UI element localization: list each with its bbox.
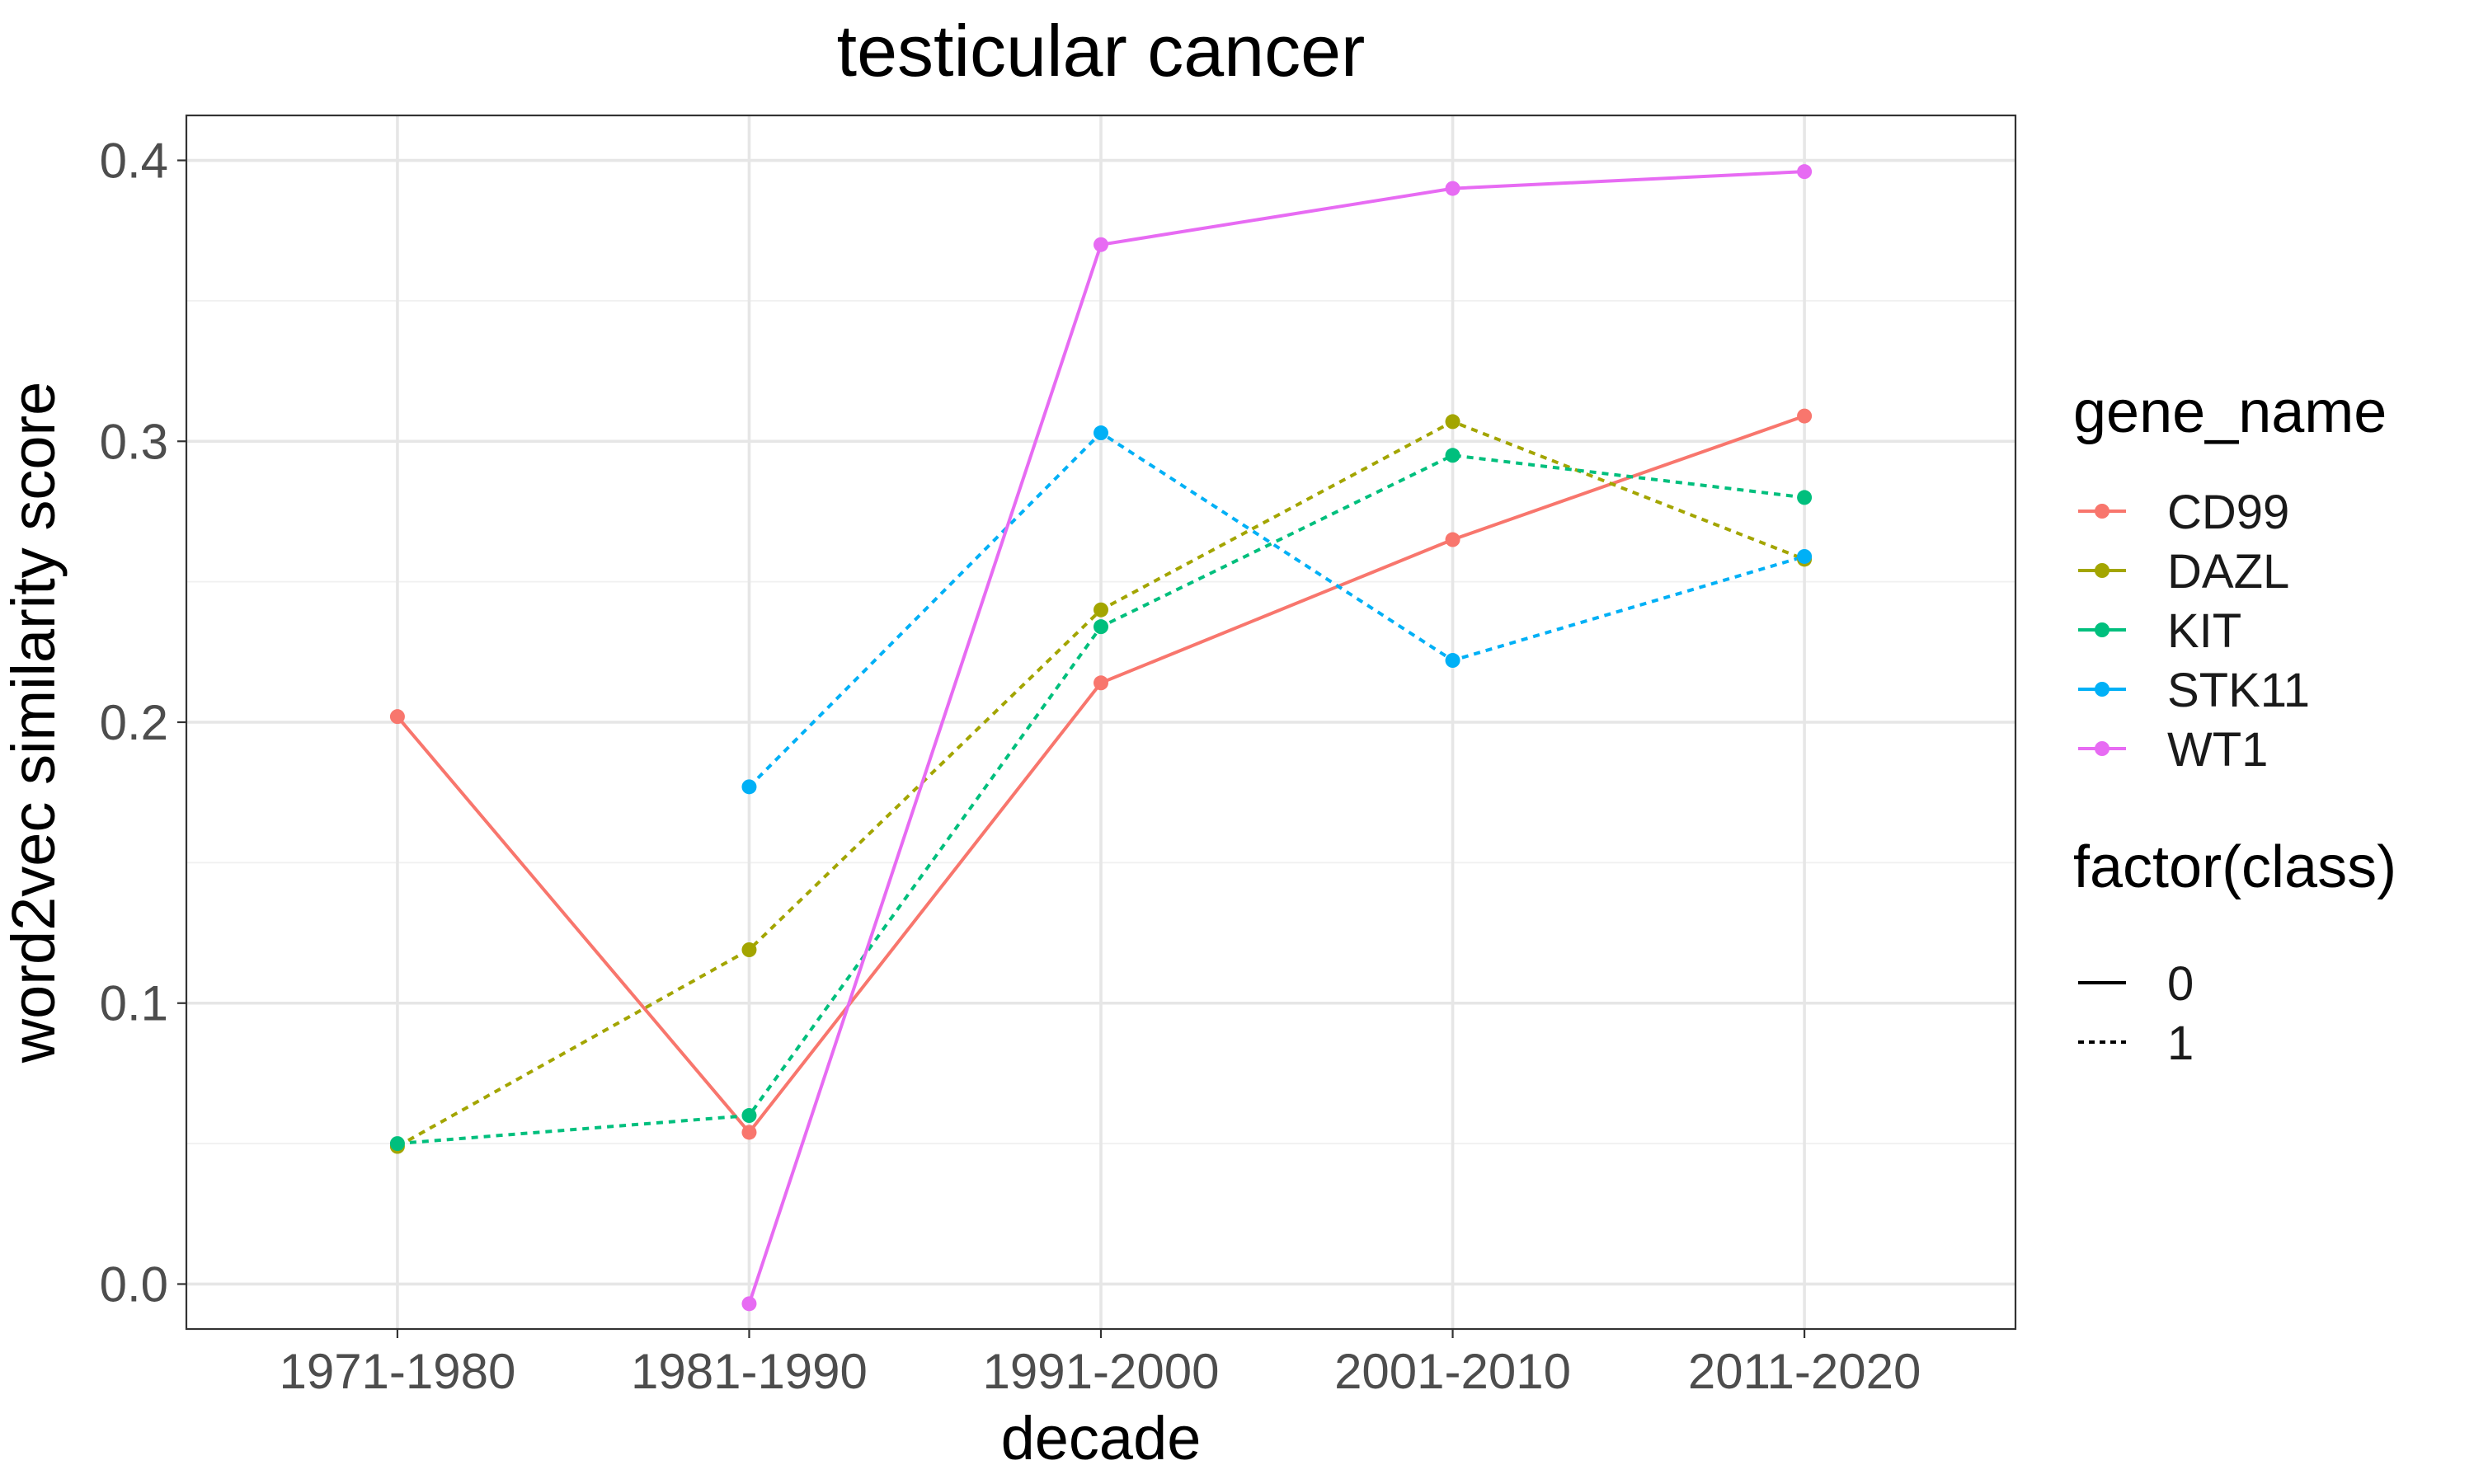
data-point-wt1 bbox=[1797, 164, 1813, 180]
y-tick-label: 0.3 bbox=[100, 414, 168, 469]
data-point-kit bbox=[1445, 448, 1460, 463]
linetype-legend-keys: 01 bbox=[2078, 957, 2194, 1070]
data-point-kit bbox=[741, 1108, 757, 1124]
data-point-stk11 bbox=[741, 779, 757, 795]
legend-key-point-dazl bbox=[2095, 563, 2109, 578]
data-point-cd99 bbox=[1094, 675, 1108, 691]
legend-label-kit: KIT bbox=[2167, 604, 2241, 658]
gridlines bbox=[186, 115, 2015, 1329]
data-point-dazl bbox=[1445, 414, 1460, 430]
color-legend-title: gene_name bbox=[2073, 379, 2387, 445]
x-tick-label: 2011-2020 bbox=[1688, 1344, 1921, 1399]
x-tick-label: 1971-1980 bbox=[279, 1344, 515, 1399]
data-point-wt1 bbox=[1094, 237, 1108, 252]
y-tick-label: 0.2 bbox=[100, 695, 168, 750]
data-point-kit bbox=[1797, 490, 1813, 505]
legend-label-dazl: DAZL bbox=[2167, 545, 2289, 599]
data-point-stk11 bbox=[1094, 425, 1108, 441]
legend-label-cd99: CD99 bbox=[2167, 486, 2289, 539]
legend-label-wt1: WT1 bbox=[2167, 723, 2268, 777]
data-point-cd99 bbox=[1797, 408, 1813, 424]
linetype-legend-title: factor(class) bbox=[2073, 834, 2396, 900]
data-point-dazl bbox=[741, 942, 757, 957]
legend-key-point-stk11 bbox=[2095, 682, 2109, 697]
data-point-kit bbox=[389, 1136, 405, 1152]
legend-key-point-kit bbox=[2095, 622, 2109, 637]
data-point-stk11 bbox=[1797, 548, 1813, 564]
legend-label-stk11: STK11 bbox=[2167, 664, 2310, 717]
linetype-label-0: 0 bbox=[2167, 957, 2194, 1011]
data-point-dazl bbox=[1094, 602, 1108, 618]
x-axis: 1971-1980 1981-1990 1991-2000 2001-2010 2011… bbox=[279, 1329, 1921, 1399]
series-line-stk11 bbox=[748, 430, 1805, 788]
data-point-wt1 bbox=[1445, 181, 1460, 196]
y-axis: 0.0 0.1 0.2 0.3 0.4 bbox=[100, 134, 186, 1312]
data-point-stk11 bbox=[1445, 653, 1460, 669]
x-tick-label: 1991-2000 bbox=[983, 1344, 1220, 1399]
data-point-wt1 bbox=[741, 1296, 757, 1312]
series-line-wt1 bbox=[747, 170, 1805, 1304]
legend-key-point-cd99 bbox=[2095, 504, 2109, 519]
chart-title: testicular cancer bbox=[837, 10, 1366, 92]
x-tick-label: 1981-1990 bbox=[631, 1344, 868, 1399]
data-point-cd99 bbox=[1445, 532, 1460, 547]
data-point-kit bbox=[1094, 619, 1108, 635]
legend-key-point-wt1 bbox=[2095, 741, 2109, 756]
linetype-legend: factor(class) 01 bbox=[2073, 834, 2396, 1070]
y-tick-label: 0.1 bbox=[100, 976, 168, 1031]
data-point-cd99 bbox=[389, 709, 405, 725]
series-points bbox=[389, 164, 1813, 1312]
y-axis-title: word2vec similarity score bbox=[0, 382, 68, 1064]
data-point-cd99 bbox=[741, 1125, 757, 1140]
linetype-label-1: 1 bbox=[2167, 1017, 2194, 1070]
x-axis-title: decade bbox=[1001, 1404, 1202, 1472]
x-tick-label: 2001-2010 bbox=[1334, 1344, 1571, 1399]
y-tick-label: 0.0 bbox=[100, 1256, 168, 1312]
y-tick-label: 0.4 bbox=[100, 134, 168, 189]
